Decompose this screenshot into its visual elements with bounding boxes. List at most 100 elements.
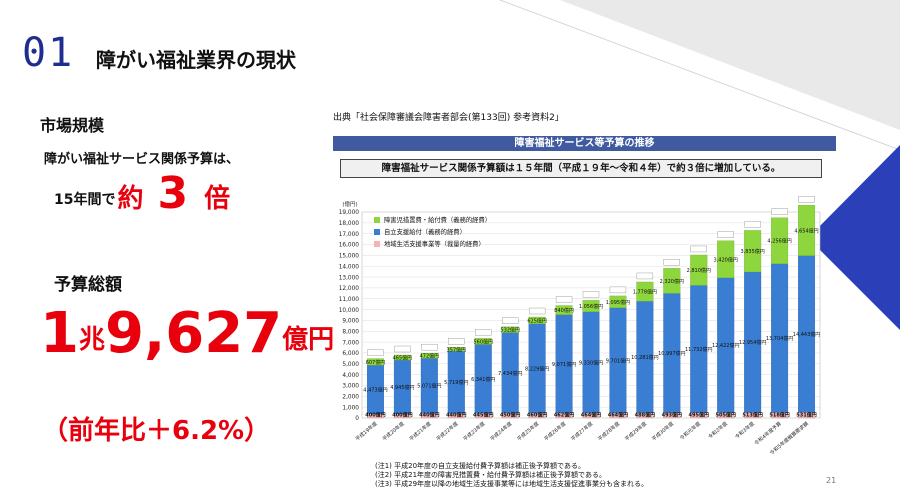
data-label-children: 1,056億円 xyxy=(579,303,603,310)
x-tick-label: 平成29年度 xyxy=(623,420,648,442)
data-label-independence: 13,704億円 xyxy=(766,335,794,342)
total-marker xyxy=(798,196,815,203)
y-tick-label: 2,000 xyxy=(342,395,359,401)
gray-sweep-shape xyxy=(560,0,900,130)
legend-label: 地域生活支援事業等（裁量的経費） xyxy=(384,239,485,248)
data-label-independence: 5,719億円 xyxy=(444,379,468,386)
chart-note: (注1) 平成20年度の自立支援給付費予算額は補正後予算額である。 xyxy=(375,462,585,470)
y-tick-label: 10,000 xyxy=(339,308,360,314)
data-label-children: 2,320億円 xyxy=(660,278,684,285)
y-tick-label: 1,000 xyxy=(342,405,359,411)
data-label-children: 472億円 xyxy=(420,353,440,360)
page-number: 21 xyxy=(826,476,837,485)
year-over-year-change: （前年比＋6.2%） xyxy=(42,416,271,446)
legend-label: 自立支援給付（義務的経費） xyxy=(384,227,466,236)
budget-intro-text: 障がい福祉サービス関係予算は、 xyxy=(44,152,240,167)
data-label-children: 3,835億円 xyxy=(740,248,764,255)
data-label-independence: 5,071億円 xyxy=(417,383,441,390)
legend-swatch xyxy=(374,217,380,223)
y-axis-label: (億円) xyxy=(342,200,357,208)
y-tick-label: 4,000 xyxy=(342,373,359,379)
data-label-children: 560億円 xyxy=(473,338,493,345)
data-label-independence: 4,473億円 xyxy=(363,386,387,393)
bar-segment-children xyxy=(501,326,519,333)
data-label-regional: 445億円 xyxy=(473,412,493,419)
data-label-independence: 7,434億円 xyxy=(498,370,522,377)
data-label-regional: 440億円 xyxy=(446,412,466,419)
data-label-independence: 8,229億円 xyxy=(525,365,549,372)
data-label-children: 840億円 xyxy=(554,307,574,314)
data-label-regional: 518億円 xyxy=(769,412,789,419)
total-marker xyxy=(421,343,438,351)
data-label-children: 465億円 xyxy=(393,355,413,362)
total-marker xyxy=(663,259,680,266)
budget-trend-chart: 0 1,000 2,000 3,000 4,000 5,000 6,000 7,000 8,00… xyxy=(339,196,821,457)
x-tick-label: 平成24年度 xyxy=(489,420,514,442)
legend-label: 障害児措置費・給付費（義務的経費） xyxy=(384,215,491,224)
data-label-regional: 400億円 xyxy=(365,412,385,419)
bar-segment-children xyxy=(582,300,600,312)
data-label-children: 607億円 xyxy=(366,359,386,366)
total-trillion-digit: 1 xyxy=(40,301,79,366)
growth-unit: 倍 xyxy=(204,184,231,214)
x-tick-label: 平成19年度 xyxy=(354,420,379,442)
y-tick-label: 7,000 xyxy=(342,340,359,346)
bar-segment-children xyxy=(744,230,762,273)
bar-segment-children xyxy=(636,281,654,302)
chart-notes: (注1) 平成20年度の自立支援給付費予算額は補正後予算額である。 (注2) 平… xyxy=(375,462,648,489)
total-trillion-unit: 兆 xyxy=(78,325,105,355)
data-label-regional: 488億円 xyxy=(635,412,655,419)
chart-note: (注3) 平成29年度以降の地域生活支援事業等には地域生活支援促進事業分も含まれ… xyxy=(375,480,649,488)
bar-segment-children xyxy=(474,338,492,345)
chart-title: 障害福祉サービス等予算の推移 xyxy=(333,136,836,151)
data-label-regional: 493億円 xyxy=(662,412,682,419)
chart-note: (注2) 平成21年度の障害児措置費・給付費予算額は補正後予算額である。 xyxy=(375,471,606,479)
x-tick-label: 平成22年度 xyxy=(435,420,460,442)
market-size-heading: 市場規模 xyxy=(40,116,105,135)
bar-segment-children xyxy=(609,295,627,308)
x-tick-label: 令和2年度 xyxy=(707,420,729,440)
total-hundred-million-number: 9,627 xyxy=(104,301,283,366)
y-tick-label: 18,000 xyxy=(339,221,360,227)
bar-segment-children xyxy=(528,316,546,324)
y-tick-label: 14,000 xyxy=(339,264,360,270)
total-marker xyxy=(582,291,600,298)
total-marker xyxy=(744,221,761,228)
data-label-regional: 531億円 xyxy=(796,412,816,419)
bar-segment-children xyxy=(447,347,465,352)
x-tick-label: 平成21年度 xyxy=(408,420,433,442)
legend-swatch xyxy=(374,241,380,247)
total-marker xyxy=(555,296,573,303)
data-label-independence: 12,422億円 xyxy=(712,342,740,349)
data-label-independence: 11,732億円 xyxy=(685,346,713,353)
total-marker xyxy=(771,208,788,215)
x-tick-label: 平成28年度 xyxy=(597,420,622,442)
data-label-independence: 6,341億円 xyxy=(471,376,495,383)
data-label-independence: 9,701億円 xyxy=(606,357,630,364)
total-budget-value: 1 兆 9,627 億円 xyxy=(40,306,334,362)
bar-segment-children xyxy=(393,354,411,361)
data-label-regional: 450億円 xyxy=(500,412,520,419)
blue-corner-triangle xyxy=(808,145,900,330)
x-tick-label: 平成27年度 xyxy=(570,420,595,442)
x-tick-label: 平成25年度 xyxy=(516,420,541,442)
bar-segment-children xyxy=(420,352,438,359)
y-tick-label: 9,000 xyxy=(342,319,359,325)
bar-segment-children xyxy=(555,305,573,315)
total-marker xyxy=(394,345,411,353)
data-label-children: 357億円 xyxy=(447,346,467,353)
data-label-regional: 400億円 xyxy=(392,412,412,419)
x-tick-label: 平成20年度 xyxy=(381,420,406,442)
data-label-children: 4,654億円 xyxy=(794,227,818,234)
total-marker xyxy=(690,245,707,253)
bar-segment-children xyxy=(798,205,816,256)
y-tick-label: 3,000 xyxy=(342,384,359,390)
total-budget-heading: 予算総額 xyxy=(54,275,122,295)
data-label-children: 625億円 xyxy=(527,317,547,324)
bar-segment-children xyxy=(366,358,384,366)
total-marker xyxy=(448,338,465,345)
slide-title: 障がい福祉業界の現状 xyxy=(96,48,296,72)
y-tick-label: 5,000 xyxy=(342,362,359,368)
total-marker xyxy=(367,349,384,356)
total-marker xyxy=(609,286,627,294)
